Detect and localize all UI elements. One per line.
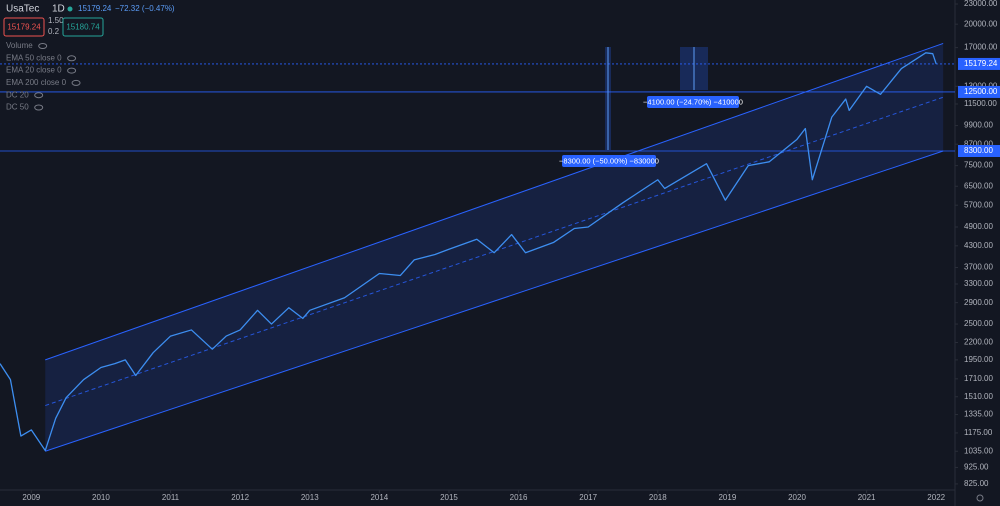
- y-tick-label: 8700.00: [964, 139, 993, 148]
- ask[interactable]: 15180.74: [66, 23, 100, 32]
- y-tick-label: 6500.00: [964, 181, 993, 190]
- x-tick-label: 2014: [370, 493, 388, 502]
- price-label: 15179.24: [964, 59, 998, 68]
- measure-box: [562, 155, 656, 167]
- x-tick-label: 2018: [649, 493, 667, 502]
- settings-icon[interactable]: [976, 494, 984, 502]
- indicator-label[interactable]: EMA 200 close 0: [6, 78, 67, 87]
- y-tick-label: 3300.00: [964, 279, 993, 288]
- price-label-bg: [958, 85, 1000, 98]
- channel-median: [45, 96, 944, 407]
- y-tick-label: 20000.00: [964, 19, 998, 28]
- x-tick-label: 2013: [301, 493, 319, 502]
- measure-label: −4100.00 (−24.70%) −410000: [643, 97, 743, 106]
- x-tick-label: 2022: [927, 493, 945, 502]
- plot-area: [0, 42, 955, 452]
- measure-box: [647, 96, 739, 108]
- y-tick-label: 1510.00: [964, 392, 993, 401]
- y-tick-label: 17000.00: [964, 43, 998, 52]
- visibility-icon[interactable]: [34, 92, 44, 99]
- y-tick-label: 4900.00: [964, 222, 993, 231]
- bid[interactable]: 15179.24: [7, 23, 41, 32]
- y-tick-label: 825.00: [964, 479, 989, 488]
- change: −72.32 (−0.47%): [115, 4, 175, 13]
- y-tick-label: 3700.00: [964, 263, 993, 272]
- price-line: [0, 52, 937, 452]
- price-label: 12500.00: [964, 87, 998, 96]
- spread-top: 1.50: [48, 16, 64, 25]
- visibility-icon[interactable]: [67, 55, 77, 62]
- visibility-icon[interactable]: [34, 104, 44, 111]
- x-tick-label: 2010: [92, 493, 110, 502]
- x-tick-label: 2015: [440, 493, 458, 502]
- last-price: 15179.24: [78, 4, 112, 13]
- visibility-icon[interactable]: [38, 43, 48, 49]
- indicator-label[interactable]: Volume: [6, 41, 33, 50]
- y-tick-label: 4300.00: [964, 241, 993, 250]
- sell-button[interactable]: [3, 17, 45, 37]
- y-tick-label: 1710.00: [964, 374, 993, 383]
- y-tick-label: 5700.00: [964, 200, 993, 209]
- y-tick-label: 13000.00: [964, 81, 998, 90]
- y-tick-label: 1335.00: [964, 410, 993, 419]
- price-label-bg: [958, 145, 1000, 158]
- y-tick-label: 2900.00: [964, 298, 993, 307]
- measure-label: −8300.00 (−50.00%) −830000: [559, 156, 659, 165]
- y-tick-label: 23000.00: [964, 0, 998, 8]
- x-tick-label: 2019: [718, 493, 736, 502]
- y-tick-label: 1035.00: [964, 446, 993, 455]
- y-tick-label: 1950.00: [964, 355, 993, 364]
- symbol: UsaTec: [6, 4, 39, 15]
- y-tick-label: 925.00: [964, 463, 989, 472]
- x-tick-label: 2012: [231, 493, 249, 502]
- channel-fill: [45, 43, 944, 452]
- x-tick-label: 2011: [162, 493, 180, 502]
- x-tick-label: 2017: [579, 493, 597, 502]
- indicator-label[interactable]: EMA 50 close 0: [6, 53, 62, 62]
- channel-lower: [45, 150, 944, 452]
- y-tick-label: 9900.00: [964, 121, 993, 130]
- price-label: 8300.00: [964, 146, 993, 155]
- x-tick-label: 2009: [22, 493, 40, 502]
- visibility-icon[interactable]: [67, 67, 77, 74]
- status-dot: [67, 6, 73, 12]
- y-tick-label: 2200.00: [964, 338, 993, 347]
- interval: 1D: [52, 4, 65, 15]
- indicator-label[interactable]: DC 20: [6, 90, 29, 99]
- indicator-list: Volume EMA 50 close 0 EMA 20 close 0 EMA 20…: [6, 41, 81, 112]
- x-tick-label: 2021: [858, 493, 876, 502]
- price-label-bg: [958, 57, 1000, 70]
- buy-button[interactable]: [62, 17, 104, 37]
- visibility-icon[interactable]: [71, 79, 81, 86]
- y-tick-label: 11500.00: [964, 99, 997, 108]
- x-tick-label: 2016: [510, 493, 528, 502]
- indicator-label[interactable]: EMA 20 close 0: [6, 66, 62, 75]
- spread-bottom: 0.2: [48, 27, 60, 36]
- y-tick-label: 7500.00: [964, 161, 993, 170]
- x-tick-label: 2020: [788, 493, 806, 502]
- y-tick-label: 2500.00: [964, 319, 993, 328]
- indicator-label[interactable]: DC 50: [6, 103, 29, 112]
- channel-upper: [45, 42, 944, 361]
- y-tick-label: 1175.00: [964, 428, 993, 437]
